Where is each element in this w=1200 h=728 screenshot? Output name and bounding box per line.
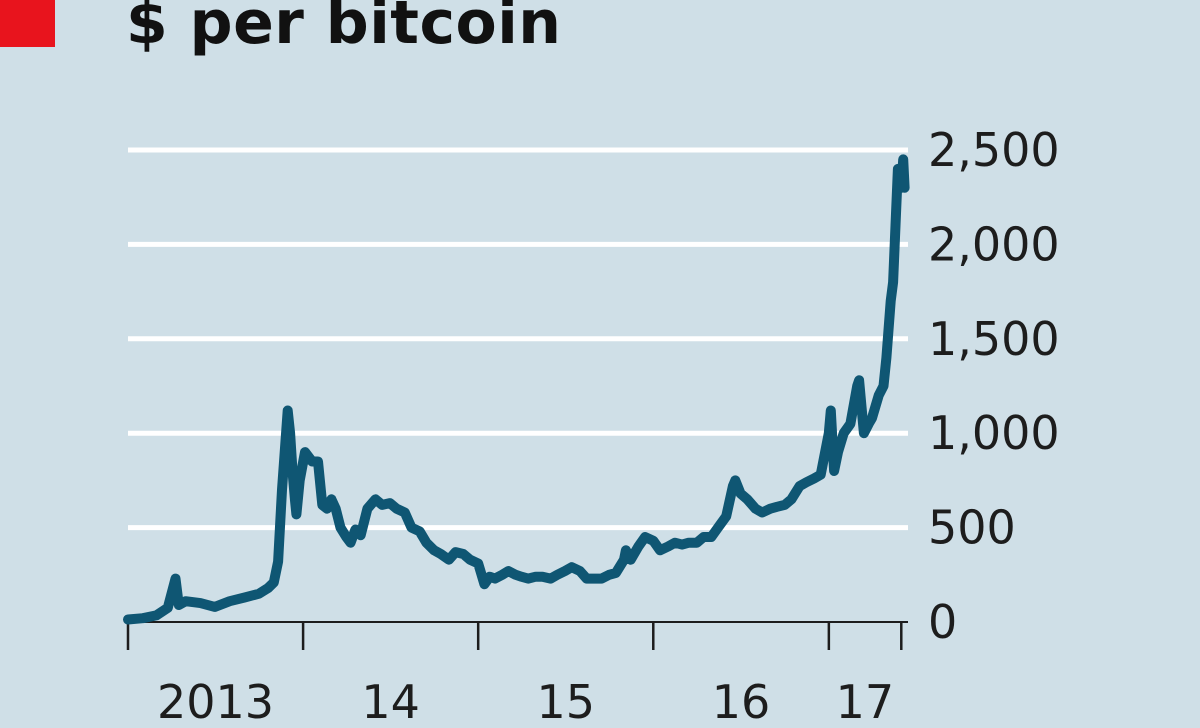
y-tick-label: 500: [928, 501, 1016, 555]
x-tick-marks: [126, 622, 903, 650]
x-tick-label: 16: [712, 675, 771, 728]
red-tag-marker: [0, 0, 55, 47]
y-tick-label: 1,500: [928, 312, 1060, 366]
y-tick-label: 1,000: [928, 406, 1060, 460]
y-tick-labels: 0 500 1,000 1,500 2,000 2,500: [928, 123, 1060, 649]
x-tick-labels: 2013 14 15 16 17: [157, 675, 894, 728]
x-tick-label: 15: [536, 675, 595, 728]
chart-title: $ per bitcoin: [126, 0, 562, 58]
x-tick-label: 17: [836, 675, 895, 728]
series-line-bitcoin-price: [123, 154, 910, 625]
gridlines: [128, 147, 908, 531]
y-tick-label: 2,000: [928, 217, 1060, 271]
x-tick-label: 2013: [157, 675, 274, 728]
y-tick-label: 0: [928, 595, 957, 649]
x-tick-label: 14: [361, 675, 420, 728]
y-tick-label: 2,500: [928, 123, 1060, 177]
